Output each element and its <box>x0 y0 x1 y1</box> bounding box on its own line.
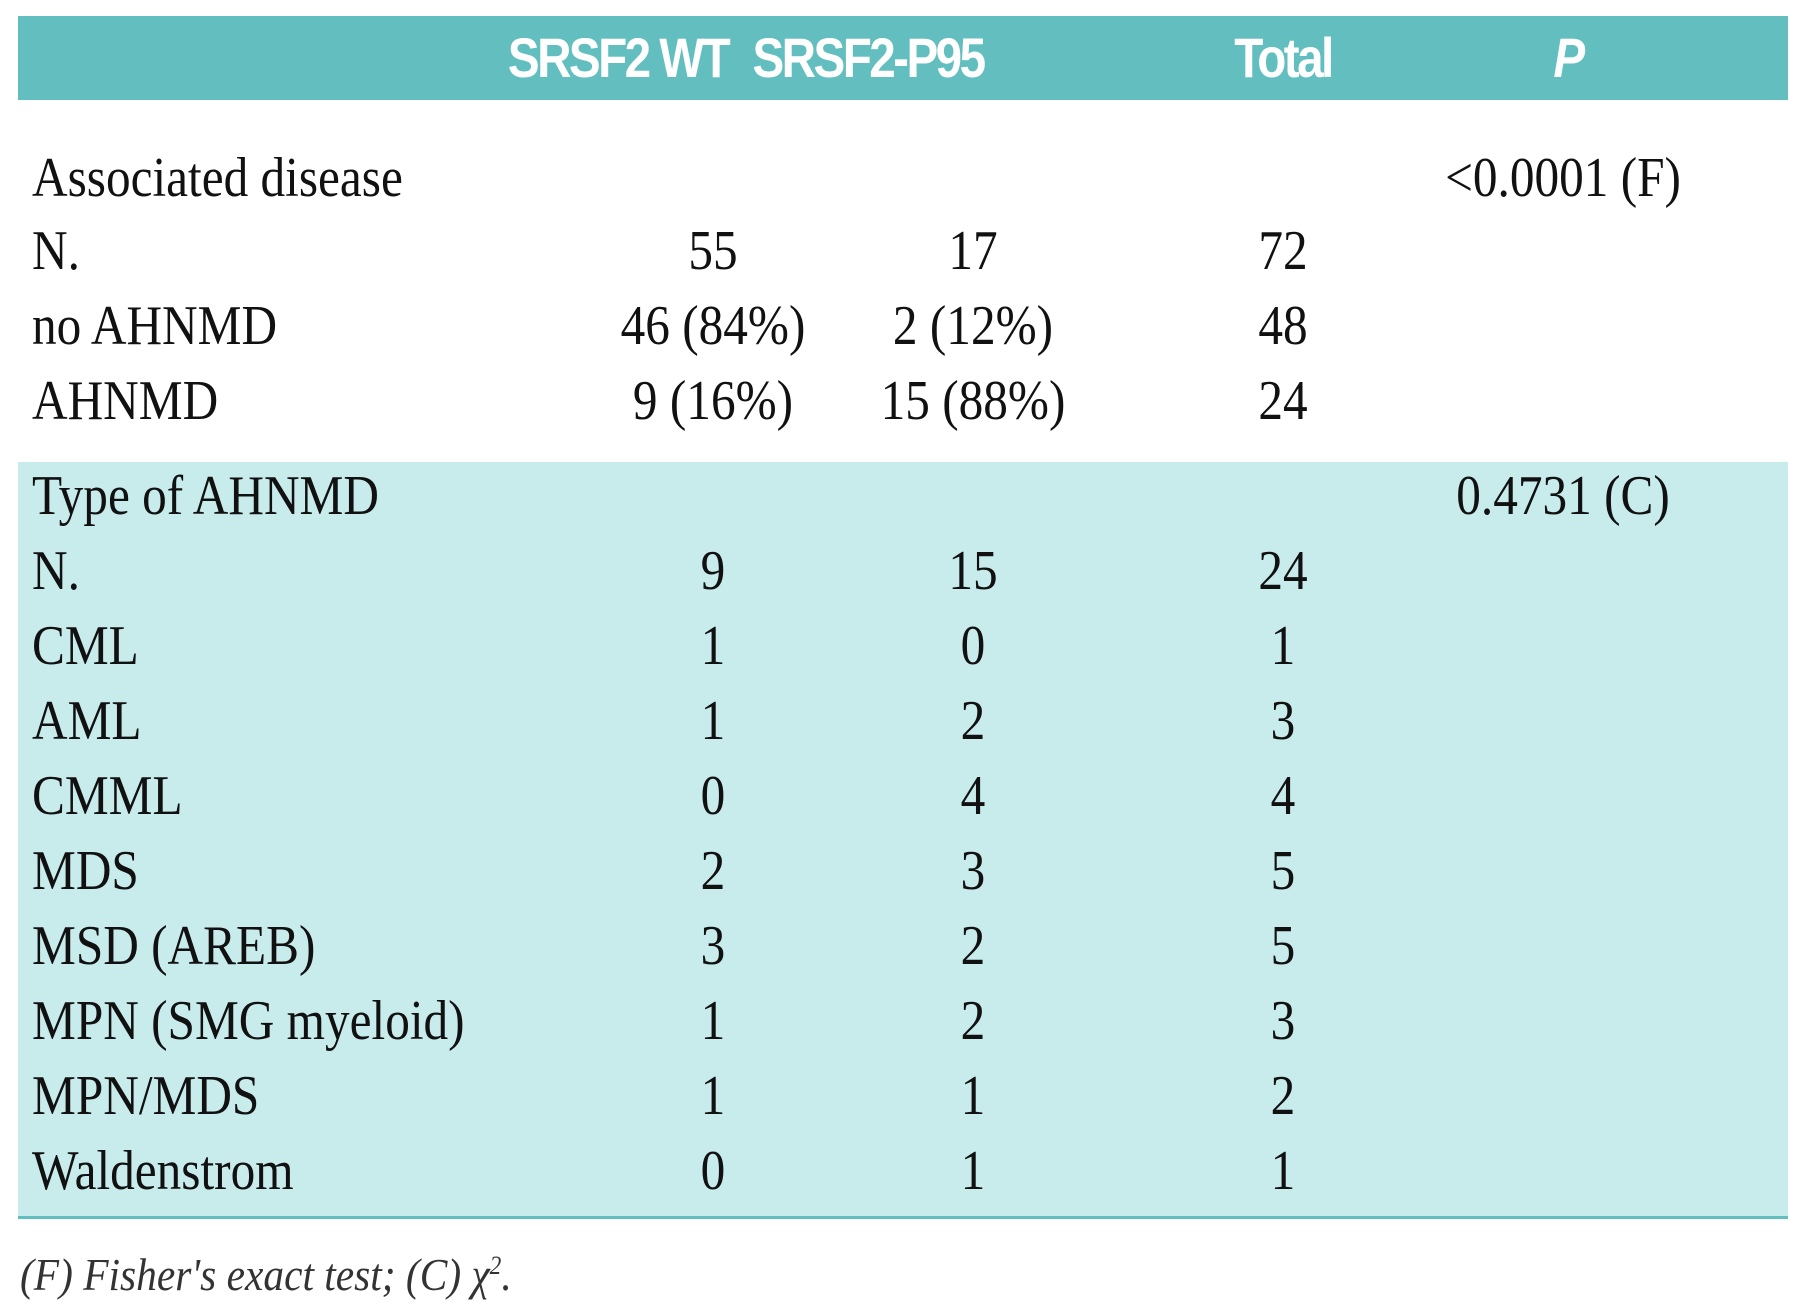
footnote-text: (F) Fisher's exact test; (C) χ <box>20 1249 490 1300</box>
cell-srsf2-p95 <box>837 458 1110 534</box>
row-label: no AHNMD <box>32 295 278 357</box>
table-row: MPN/MDS 1 1 2 <box>18 1058 1788 1134</box>
row-label: MPN/MDS <box>32 1065 260 1127</box>
row-label: N. <box>32 220 80 282</box>
table-row: Waldenstrom 0 1 1 <box>18 1133 1788 1209</box>
cell-p-value: 0.4731 (C) <box>1456 465 1670 527</box>
cell-p-value <box>1427 363 1700 439</box>
table-row: Type of AHNMD 0.4731 (C) <box>18 458 1788 534</box>
cell-srsf2-wt <box>577 140 850 216</box>
cell-total <box>1155 458 1410 534</box>
cell-total: 1 <box>1270 1140 1296 1202</box>
cell-total: 2 <box>1270 1065 1296 1127</box>
cell-p-value <box>1427 288 1700 364</box>
cell-srsf2-p95: 3 <box>960 840 986 902</box>
cell-srsf2-p95: 0 <box>960 615 986 677</box>
cell-total <box>1155 140 1410 216</box>
cell-srsf2-p95: 4 <box>960 765 986 827</box>
row-label: MSD (AREB) <box>32 915 316 977</box>
row-label: AML <box>32 690 142 752</box>
table-row: Associated disease <0.0001 (F) <box>18 140 1788 216</box>
cell-total: 48 <box>1258 295 1308 357</box>
cell-total: 24 <box>1258 370 1308 432</box>
table-row: N. 9 15 24 <box>18 533 1788 609</box>
cell-srsf2-p95: 2 (12%) <box>892 295 1054 357</box>
table-row: CMML 0 4 4 <box>18 758 1788 834</box>
cell-srsf2-p95: 1 <box>960 1140 986 1202</box>
footnote-end: . <box>501 1249 512 1300</box>
table-header: SRSF2 WT SRSF2-P95 Total P <box>18 16 1788 100</box>
cell-srsf2-wt: 2 <box>700 840 726 902</box>
cell-total: 4 <box>1270 765 1296 827</box>
row-label: AHNMD <box>32 370 219 432</box>
cell-p-value <box>1427 608 1700 684</box>
cell-srsf2-wt: 1 <box>700 1065 726 1127</box>
row-label: Associated disease <box>32 147 403 209</box>
header-srsf2-wt: SRSF2 WT <box>507 26 731 89</box>
header-p-value: P <box>1553 26 1585 89</box>
cell-srsf2-p95 <box>837 140 1110 216</box>
footnote-superscript: 2 <box>489 1251 502 1280</box>
table-row: AHNMD 9 (16%) 15 (88%) 24 <box>18 363 1788 439</box>
type-of-ahnmd-band <box>18 462 1788 1218</box>
cell-total: 1 <box>1270 615 1296 677</box>
table-row: N. 55 17 72 <box>18 213 1788 289</box>
cell-p-value <box>1427 833 1700 909</box>
cell-p-value: <0.0001 (F) <box>1445 147 1681 209</box>
cell-srsf2-wt: 1 <box>700 690 726 752</box>
cell-p-value <box>1427 1133 1700 1209</box>
cell-p-value <box>1427 213 1700 289</box>
header-total: Total <box>1234 26 1334 89</box>
row-label: Type of AHNMD <box>32 465 379 527</box>
table-footnote: (F) Fisher's exact test; (C) χ2. <box>20 1234 512 1300</box>
cell-p-value <box>1427 758 1700 834</box>
cell-total: 3 <box>1270 690 1296 752</box>
cell-srsf2-wt: 46 (84%) <box>620 295 806 357</box>
cell-srsf2-wt: 9 (16%) <box>632 370 794 432</box>
table-row: MSD (AREB) 3 2 5 <box>18 908 1788 984</box>
cell-total: 24 <box>1258 540 1308 602</box>
header-srsf2-p95: SRSF2-P95 <box>752 26 986 89</box>
table-row: MPN (SMG myeloid) 1 2 3 <box>18 983 1788 1059</box>
cell-total: 3 <box>1270 990 1296 1052</box>
cell-srsf2-p95: 15 (88%) <box>880 370 1066 432</box>
table-row: MDS 2 3 5 <box>18 833 1788 909</box>
cell-srsf2-p95: 1 <box>960 1065 986 1127</box>
row-label: Waldenstrom <box>32 1140 294 1202</box>
cell-p-value <box>1427 683 1700 759</box>
cell-p-value <box>1427 1058 1700 1134</box>
cell-srsf2-wt: 9 <box>700 540 726 602</box>
table-bottom-rule <box>18 1216 1788 1219</box>
cell-srsf2-p95: 17 <box>948 220 998 282</box>
cell-srsf2-wt: 1 <box>700 990 726 1052</box>
row-label: CMML <box>32 765 183 827</box>
cell-total: 72 <box>1258 220 1308 282</box>
row-label: N. <box>32 540 80 602</box>
cell-srsf2-p95: 2 <box>960 690 986 752</box>
cell-srsf2-wt: 1 <box>700 615 726 677</box>
table-row: AML 1 2 3 <box>18 683 1788 759</box>
cell-srsf2-wt: 55 <box>688 220 738 282</box>
cell-srsf2-wt: 0 <box>700 765 726 827</box>
cell-total: 5 <box>1270 840 1296 902</box>
cell-p-value <box>1427 533 1700 609</box>
row-label: CML <box>32 615 139 677</box>
cell-srsf2-wt: 0 <box>700 1140 726 1202</box>
row-label: MPN (SMG myeloid) <box>32 990 465 1052</box>
cell-p-value <box>1427 908 1700 984</box>
row-label: MDS <box>32 840 139 902</box>
table-row: CML 1 0 1 <box>18 608 1788 684</box>
cell-p-value <box>1427 983 1700 1059</box>
cell-srsf2-wt <box>577 458 850 534</box>
table-row: no AHNMD 46 (84%) 2 (12%) 48 <box>18 288 1788 364</box>
cell-srsf2-wt: 3 <box>700 915 726 977</box>
cell-srsf2-p95: 2 <box>960 990 986 1052</box>
cell-srsf2-p95: 15 <box>948 540 998 602</box>
cell-srsf2-p95: 2 <box>960 915 986 977</box>
cell-total: 5 <box>1270 915 1296 977</box>
